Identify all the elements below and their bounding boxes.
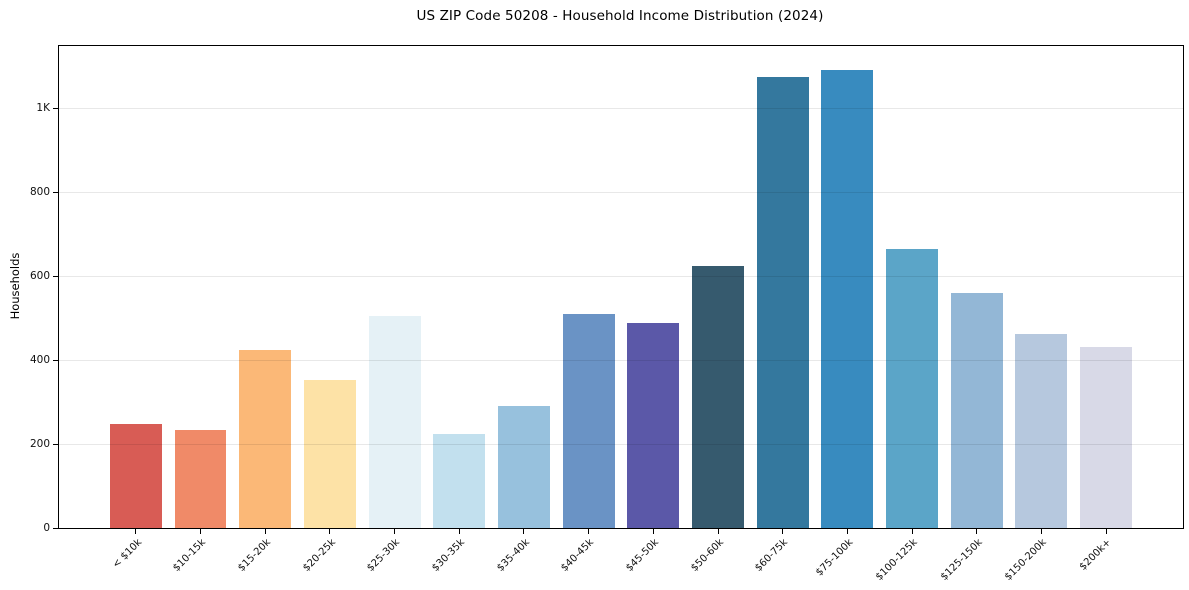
- y-tick-label: 1K: [36, 102, 50, 115]
- gridline: [59, 359, 1183, 361]
- x-tick-mark: [911, 529, 913, 534]
- x-tick-label: $50-60k: [688, 537, 726, 574]
- chart-title: US ZIP Code 50208 - Household Income Dis…: [416, 8, 824, 24]
- x-tick-label: $15-20k: [236, 537, 274, 574]
- y-tick-label: 800: [29, 186, 50, 199]
- bar: [1015, 334, 1068, 528]
- x-tick-mark: [782, 529, 784, 534]
- bar: [498, 406, 550, 528]
- x-tick-label: $40-45k: [559, 537, 597, 574]
- bar: [756, 76, 809, 528]
- x-tick-mark: [135, 529, 137, 534]
- bar: [304, 380, 356, 528]
- bar: [110, 423, 162, 528]
- bar: [692, 265, 744, 528]
- gridline: [59, 191, 1183, 193]
- x-tick-mark: [976, 529, 978, 534]
- bar: [174, 430, 227, 528]
- x-tick-mark: [588, 529, 590, 534]
- x-tick-mark: [652, 529, 654, 534]
- x-tick-label: $75-100k: [813, 537, 856, 579]
- bar: [950, 292, 1003, 528]
- x-tick-label: $30-35k: [430, 537, 468, 574]
- gridline: [59, 107, 1183, 109]
- bar: [562, 313, 615, 528]
- x-tick-label: $150-200k: [1003, 537, 1050, 583]
- x-tick-mark: [458, 529, 460, 534]
- bar: [239, 349, 292, 528]
- y-tick-label: 200: [29, 438, 50, 451]
- y-tick-mark: [53, 275, 58, 277]
- y-tick-mark: [53, 527, 58, 529]
- x-tick-mark: [329, 529, 331, 534]
- x-tick-label: $100-125k: [873, 537, 920, 583]
- x-tick-mark: [846, 529, 848, 534]
- x-tick-mark: [1105, 529, 1107, 534]
- bar: [1080, 347, 1132, 528]
- gridline: [59, 443, 1183, 445]
- x-tick-label: $125-150k: [938, 537, 985, 583]
- bar: [368, 315, 421, 528]
- x-tick-label: < $10k: [110, 537, 144, 571]
- x-tick-label: $10-15k: [171, 537, 209, 574]
- plot-area: < $10k $10-15k $15-20k $20-25k $25-30k $30-35…: [30, 45, 1184, 583]
- bar: [821, 70, 874, 528]
- x-tick-mark: [200, 529, 202, 534]
- bar: [627, 323, 680, 528]
- y-tick-mark: [53, 443, 58, 445]
- y-tick-mark: [53, 107, 58, 109]
- x-tick-mark: [394, 529, 396, 534]
- x-tick-label: $45-50k: [624, 537, 662, 574]
- x-tick-mark: [523, 529, 525, 534]
- x-tick-label: $20-25k: [300, 537, 338, 574]
- x-tick-mark: [1040, 529, 1042, 534]
- x-tick-mark: [264, 529, 266, 534]
- bar: [886, 248, 938, 528]
- y-tick-label: 0: [43, 522, 50, 534]
- y-axis-label: Households: [8, 252, 22, 320]
- x-tick-label: $200k+: [1078, 537, 1114, 573]
- y-tick-label: 600: [29, 270, 50, 283]
- y-tick-label: 400: [29, 354, 50, 367]
- x-tick-label: $60-75k: [753, 537, 791, 574]
- x-tick-mark: [717, 529, 719, 534]
- y-tick-mark: [53, 359, 58, 361]
- gridline: [59, 275, 1183, 277]
- x-tick-label: $25-30k: [365, 537, 403, 574]
- bar: [433, 433, 486, 528]
- y-tick-mark: [53, 191, 58, 193]
- x-tick-label: $35-40k: [494, 537, 532, 574]
